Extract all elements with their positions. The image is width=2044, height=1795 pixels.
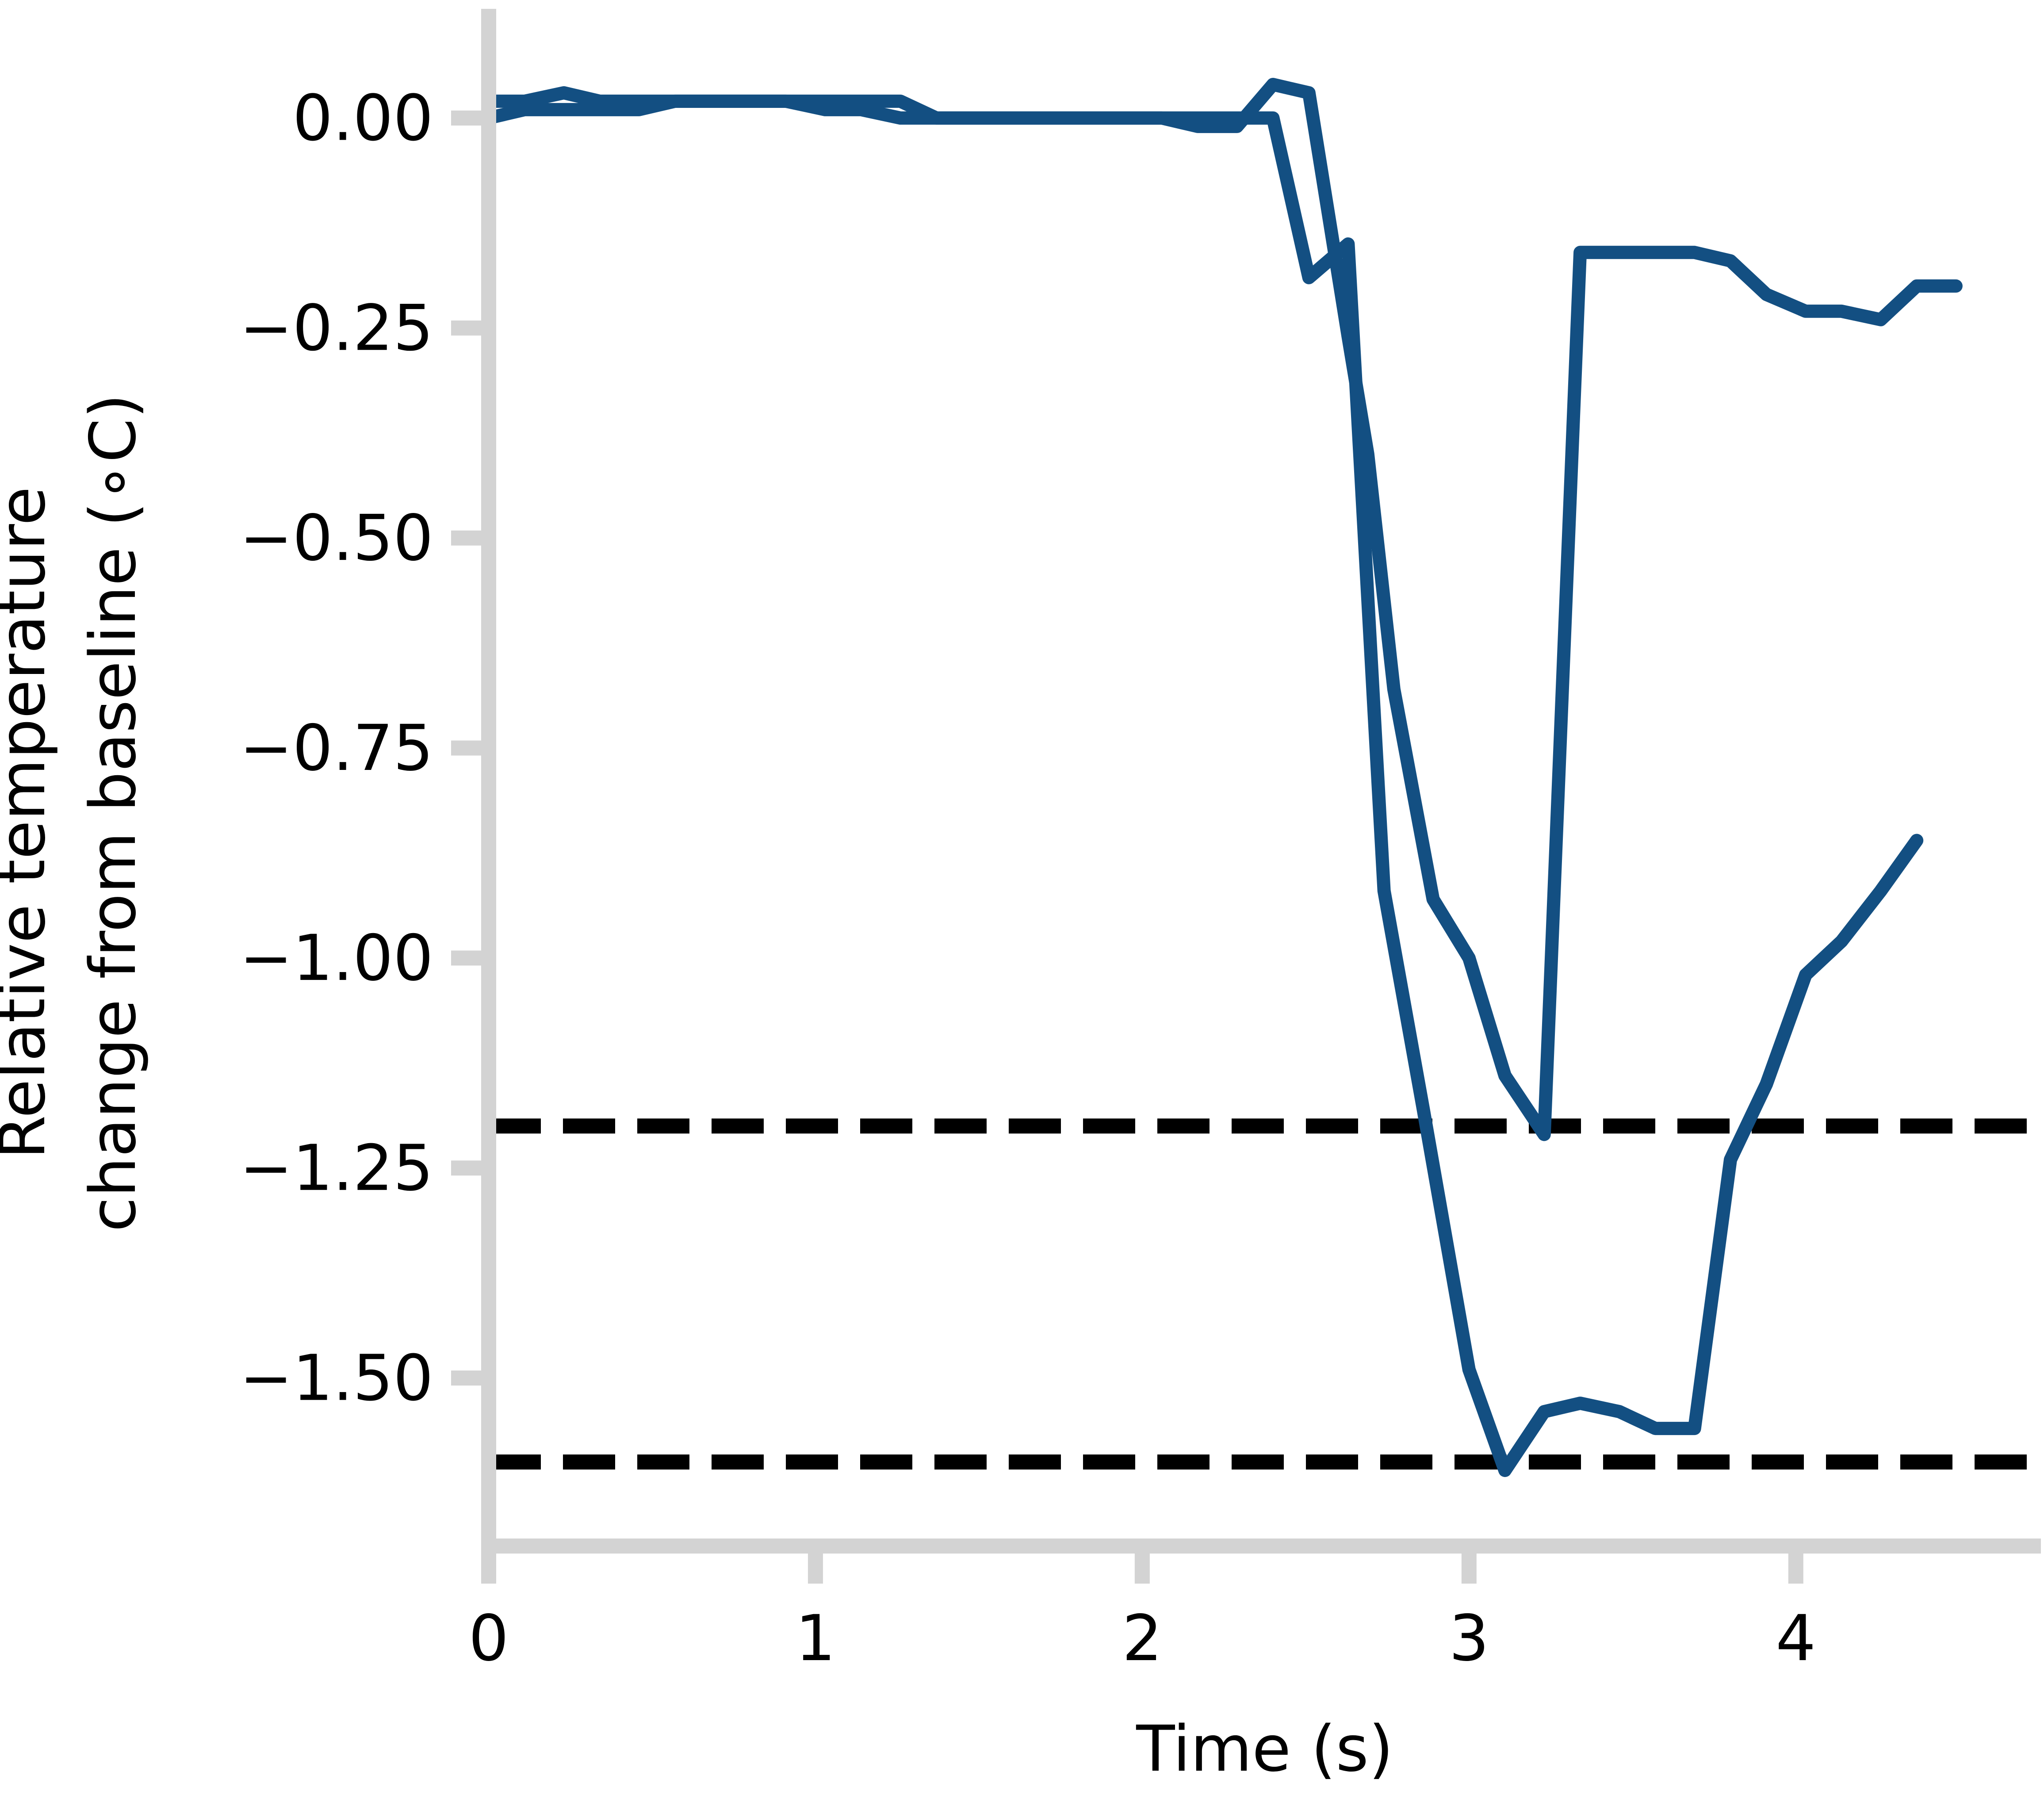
series-line <box>482 78 1963 1141</box>
y-tick-label: −1.00 <box>240 921 433 995</box>
x-tick-label: 2 <box>1122 1601 1162 1675</box>
x-axis-ticks: 0 1 2 3 4 <box>469 1546 1816 1675</box>
y-tick-label: −1.25 <box>240 1131 433 1205</box>
y-tick-label: −0.25 <box>240 291 433 365</box>
y-tick-label: −0.50 <box>240 501 433 575</box>
y-axis-title-line-2: change from baseline (∘C) <box>76 394 150 1232</box>
y-tick-label: 0.00 <box>293 81 433 155</box>
x-axis-title: Time (s) <box>1136 1712 1393 1786</box>
axes <box>481 9 2041 1554</box>
y-axis-ticks: 0.00 −0.25 −0.50 −0.75 −1.00 −1.25 −1.50 <box>240 81 489 1415</box>
x-tick-label: 3 <box>1449 1601 1489 1675</box>
x-tick-label: 1 <box>795 1601 835 1675</box>
x-tick-label: 4 <box>1776 1601 1816 1675</box>
series-lines <box>482 78 1963 1477</box>
series-line <box>482 94 1924 1477</box>
y-tick-label: −1.50 <box>240 1341 433 1415</box>
x-tick-label: 0 <box>469 1601 509 1675</box>
reference-lines <box>489 1118 2041 1470</box>
y-tick-label: −0.75 <box>240 711 433 785</box>
y-axis-title-line-1: Relative temperature <box>0 486 59 1159</box>
y-axis-title: Relative temperature change from baselin… <box>0 394 150 1232</box>
